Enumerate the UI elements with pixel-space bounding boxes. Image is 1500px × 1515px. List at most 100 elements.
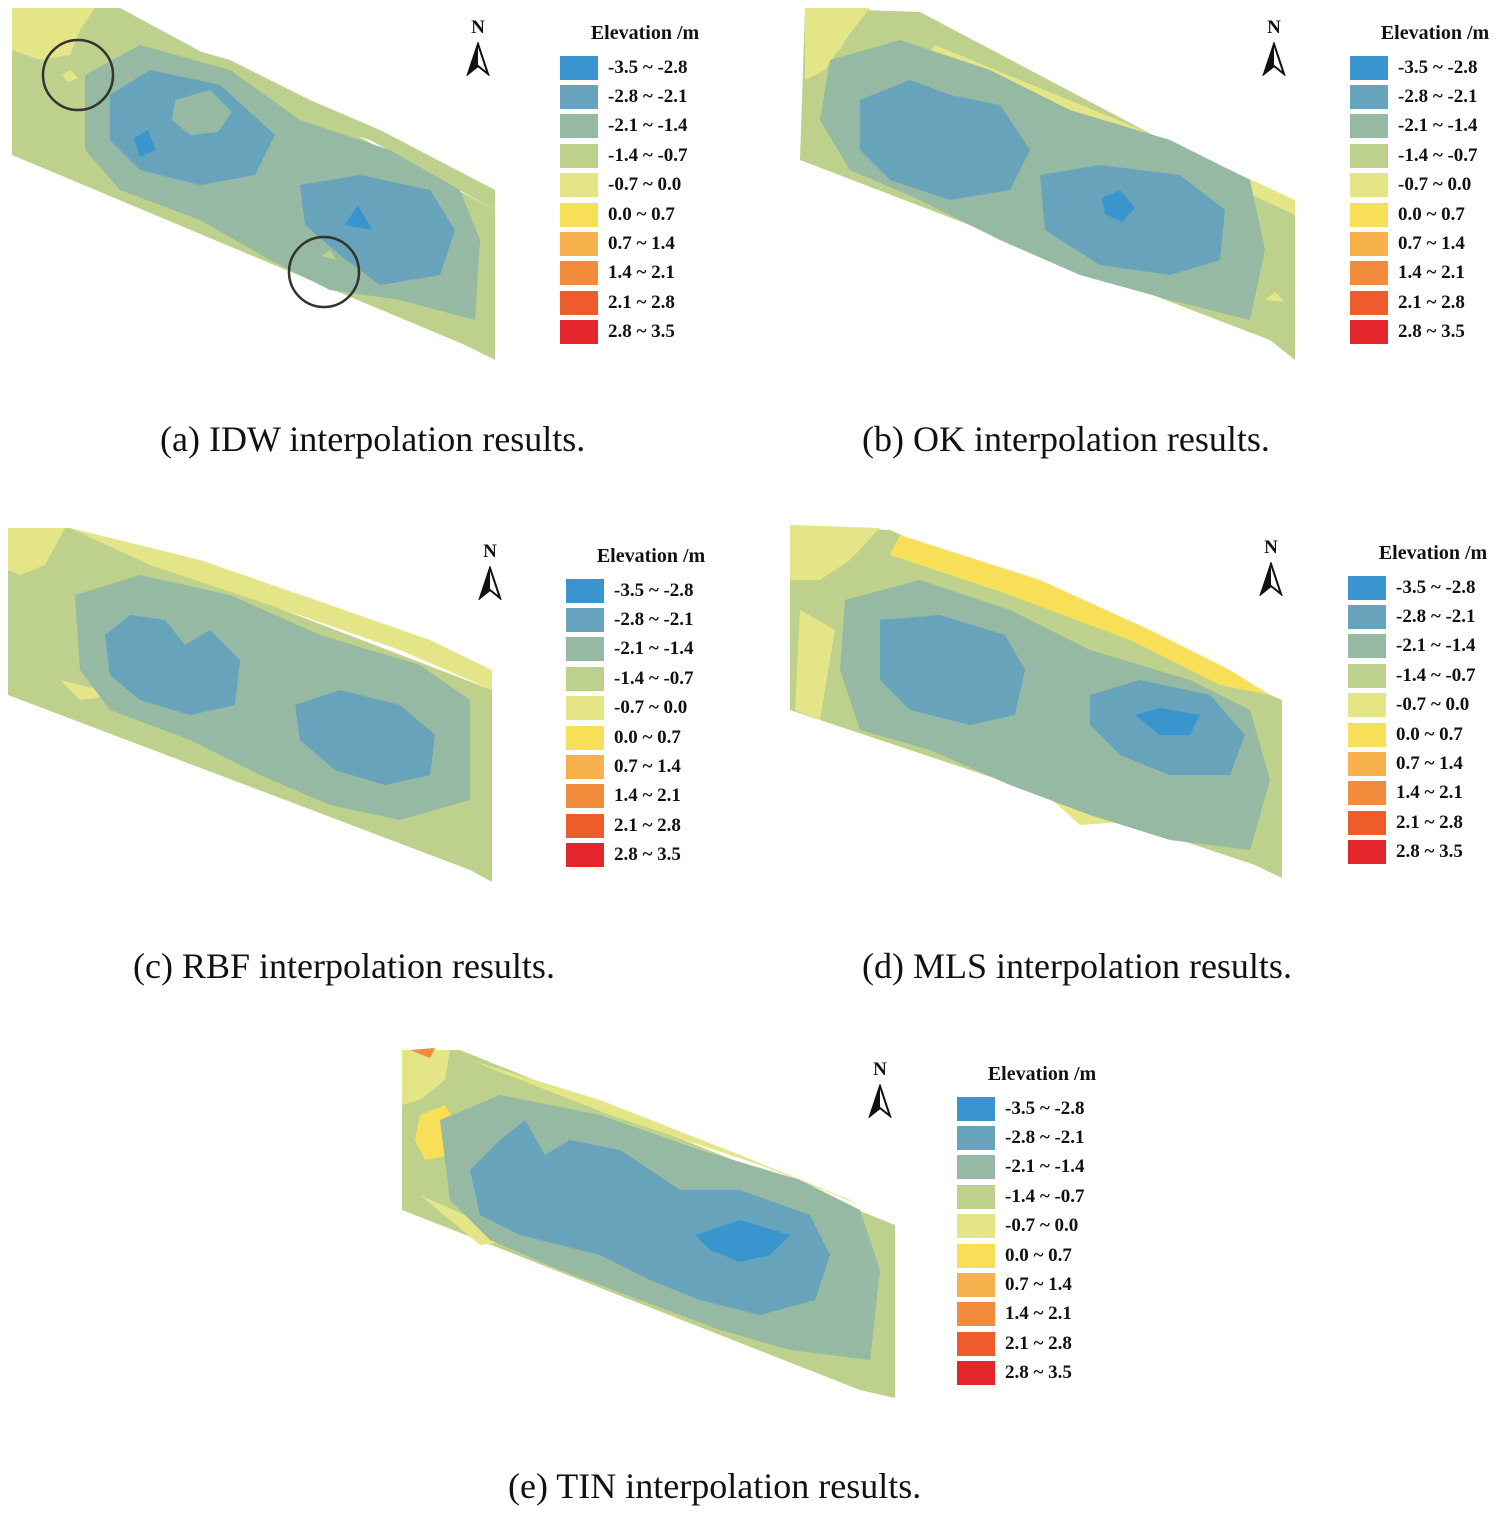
- legend-item: -1.4 ~ -0.7: [1348, 661, 1500, 690]
- legend-swatch: [1350, 173, 1388, 198]
- north-arrow-icon: [1259, 562, 1283, 596]
- legend-label: -3.5 ~ -2.8: [1396, 576, 1476, 598]
- legend-swatch: [560, 173, 598, 198]
- legend-swatch: [1348, 693, 1386, 718]
- legend-swatch: [560, 261, 598, 286]
- legend-item: 0.7 ~ 1.4: [566, 752, 736, 781]
- caption: (b) OK interpolation results.: [862, 419, 1270, 459]
- legend-swatch: [566, 725, 604, 750]
- north-arrow-icon: [868, 1084, 892, 1118]
- legend-item: -3.5 ~ -2.8: [1348, 573, 1500, 602]
- legend-item: 2.8 ~ 3.5: [957, 1359, 1127, 1388]
- legend-item: -2.1 ~ -1.4: [560, 112, 730, 141]
- legend-item: -0.7 ~ 0.0: [1350, 171, 1500, 200]
- legend-item: -1.4 ~ -0.7: [1350, 141, 1500, 170]
- legend-label: 2.1 ~ 2.8: [614, 814, 681, 836]
- legend-swatch: [1350, 232, 1388, 257]
- legend-swatch: [1350, 261, 1388, 286]
- legend-item: -2.1 ~ -1.4: [566, 635, 736, 664]
- legend-swatch: [1348, 810, 1386, 835]
- legend-item: 0.0 ~ 0.7: [560, 200, 730, 229]
- legend-swatch: [1348, 634, 1386, 659]
- legend-label: -1.4 ~ -0.7: [1396, 664, 1476, 686]
- contour-region: [470, 1060, 890, 1220]
- contour-region: [790, 525, 880, 580]
- legend-label: 1.4 ~ 2.1: [608, 262, 675, 284]
- legend-swatch: [560, 320, 598, 345]
- legend-swatch: [957, 1331, 995, 1356]
- legend-label: -2.1 ~ -1.4: [608, 115, 688, 137]
- legend-label: 0.7 ~ 1.4: [1005, 1274, 1072, 1296]
- panel-e: N Elevation /m -3.5 ~ -2.8 -2.8 ~ -2.1 -2.1…: [0, 1040, 1500, 1515]
- legend-swatch: [560, 143, 598, 168]
- legend-item: 2.1 ~ 2.8: [1348, 808, 1500, 837]
- legend-label: -1.4 ~ -0.7: [1398, 144, 1478, 166]
- legend-label: -3.5 ~ -2.8: [1005, 1097, 1085, 1119]
- legend-swatch: [957, 1126, 995, 1151]
- north-label: N: [483, 541, 497, 562]
- legend-item: -2.8 ~ -2.1: [560, 82, 730, 111]
- legend-item: -2.1 ~ -1.4: [1348, 632, 1500, 661]
- legend-item: 0.0 ~ 0.7: [566, 723, 736, 752]
- panel-d: N Elevation /m -3.5 ~ -2.8 -2.8 ~ -2.1 -2.1…: [750, 520, 1500, 1000]
- panel-b: N Elevation /m -3.5 ~ -2.8 -2.8 ~ -2.1 -2.1…: [750, 0, 1500, 470]
- legend-label: 2.1 ~ 2.8: [1005, 1332, 1072, 1354]
- legend-label: -2.8 ~ -2.1: [1398, 86, 1478, 108]
- legend-label: -3.5 ~ -2.8: [608, 56, 688, 78]
- legend-item: -3.5 ~ -2.8: [566, 576, 736, 605]
- legend-swatch: [1350, 85, 1388, 110]
- legend-label: 0.0 ~ 0.7: [608, 203, 675, 225]
- legend-item: 0.7 ~ 1.4: [1348, 749, 1500, 778]
- elevation-map-tin: [402, 1048, 895, 1398]
- contour-region: [880, 615, 1025, 725]
- legend-item: 2.8 ~ 3.5: [560, 318, 730, 347]
- legend-label: -2.8 ~ -2.1: [1396, 606, 1476, 628]
- legend-label: 2.8 ~ 3.5: [614, 844, 681, 866]
- legend-swatch: [1350, 320, 1388, 345]
- legend-item: -1.4 ~ -0.7: [957, 1182, 1127, 1211]
- legend-swatch: [1350, 202, 1388, 227]
- legend-item: 0.7 ~ 1.4: [957, 1270, 1127, 1299]
- caption: (a) IDW interpolation results.: [160, 419, 586, 459]
- legend-swatch: [566, 578, 604, 603]
- elevation-legend: Elevation /m -3.5 ~ -2.8 -2.8 ~ -2.1 -2.1 ~…: [560, 22, 730, 347]
- highlight-circle: [287, 235, 361, 309]
- legend-item: 1.4 ~ 2.1: [566, 782, 736, 811]
- north-label: N: [1267, 17, 1281, 38]
- north-label: N: [1264, 537, 1278, 558]
- legend-item: -3.5 ~ -2.8: [957, 1094, 1127, 1123]
- contour-region: [345, 205, 372, 230]
- legend-swatch: [957, 1184, 995, 1209]
- legend-swatch: [1348, 575, 1386, 600]
- north-arrow: N: [475, 542, 505, 600]
- legend-swatch: [957, 1361, 995, 1386]
- contour-region: [105, 615, 240, 715]
- legend-item: 2.8 ~ 3.5: [1350, 318, 1500, 347]
- contour-region: [860, 80, 1030, 200]
- legend-item: -2.8 ~ -2.1: [1350, 82, 1500, 111]
- caption: (e) TIN interpolation results.: [508, 1466, 922, 1506]
- contour-region: [300, 175, 455, 285]
- legend-label: 1.4 ~ 2.1: [614, 785, 681, 807]
- legend-swatch: [957, 1155, 995, 1180]
- legend-label: 1.4 ~ 2.1: [1005, 1303, 1072, 1325]
- contour-region: [12, 8, 95, 60]
- contour-region: [8, 528, 65, 575]
- legend-swatch: [560, 114, 598, 139]
- legend-swatch: [560, 290, 598, 315]
- contour-region: [295, 690, 435, 785]
- panel-a: N Elevation /m -3.5 ~ -2.8 -2.8 ~ -2.1 -2.1…: [0, 0, 750, 470]
- legend-item: 2.1 ~ 2.8: [1350, 288, 1500, 317]
- legend-swatch: [566, 784, 604, 809]
- contour-region: [810, 15, 860, 65]
- legend-label: 2.8 ~ 3.5: [1396, 841, 1463, 863]
- legend-item: -0.7 ~ 0.0: [560, 171, 730, 200]
- elevation-legend: Elevation /m -3.5 ~ -2.8 -2.8 ~ -2.1 -2.1 ~…: [1348, 542, 1500, 867]
- legend-swatch: [1348, 840, 1386, 865]
- north-arrow-icon: [466, 42, 490, 76]
- legend-item: 0.0 ~ 0.7: [1348, 720, 1500, 749]
- legend-label: -2.1 ~ -1.4: [1005, 1156, 1085, 1178]
- legend-item: 1.4 ~ 2.1: [560, 259, 730, 288]
- legend-item: 1.4 ~ 2.1: [1348, 779, 1500, 808]
- legend-item: -1.4 ~ -0.7: [566, 664, 736, 693]
